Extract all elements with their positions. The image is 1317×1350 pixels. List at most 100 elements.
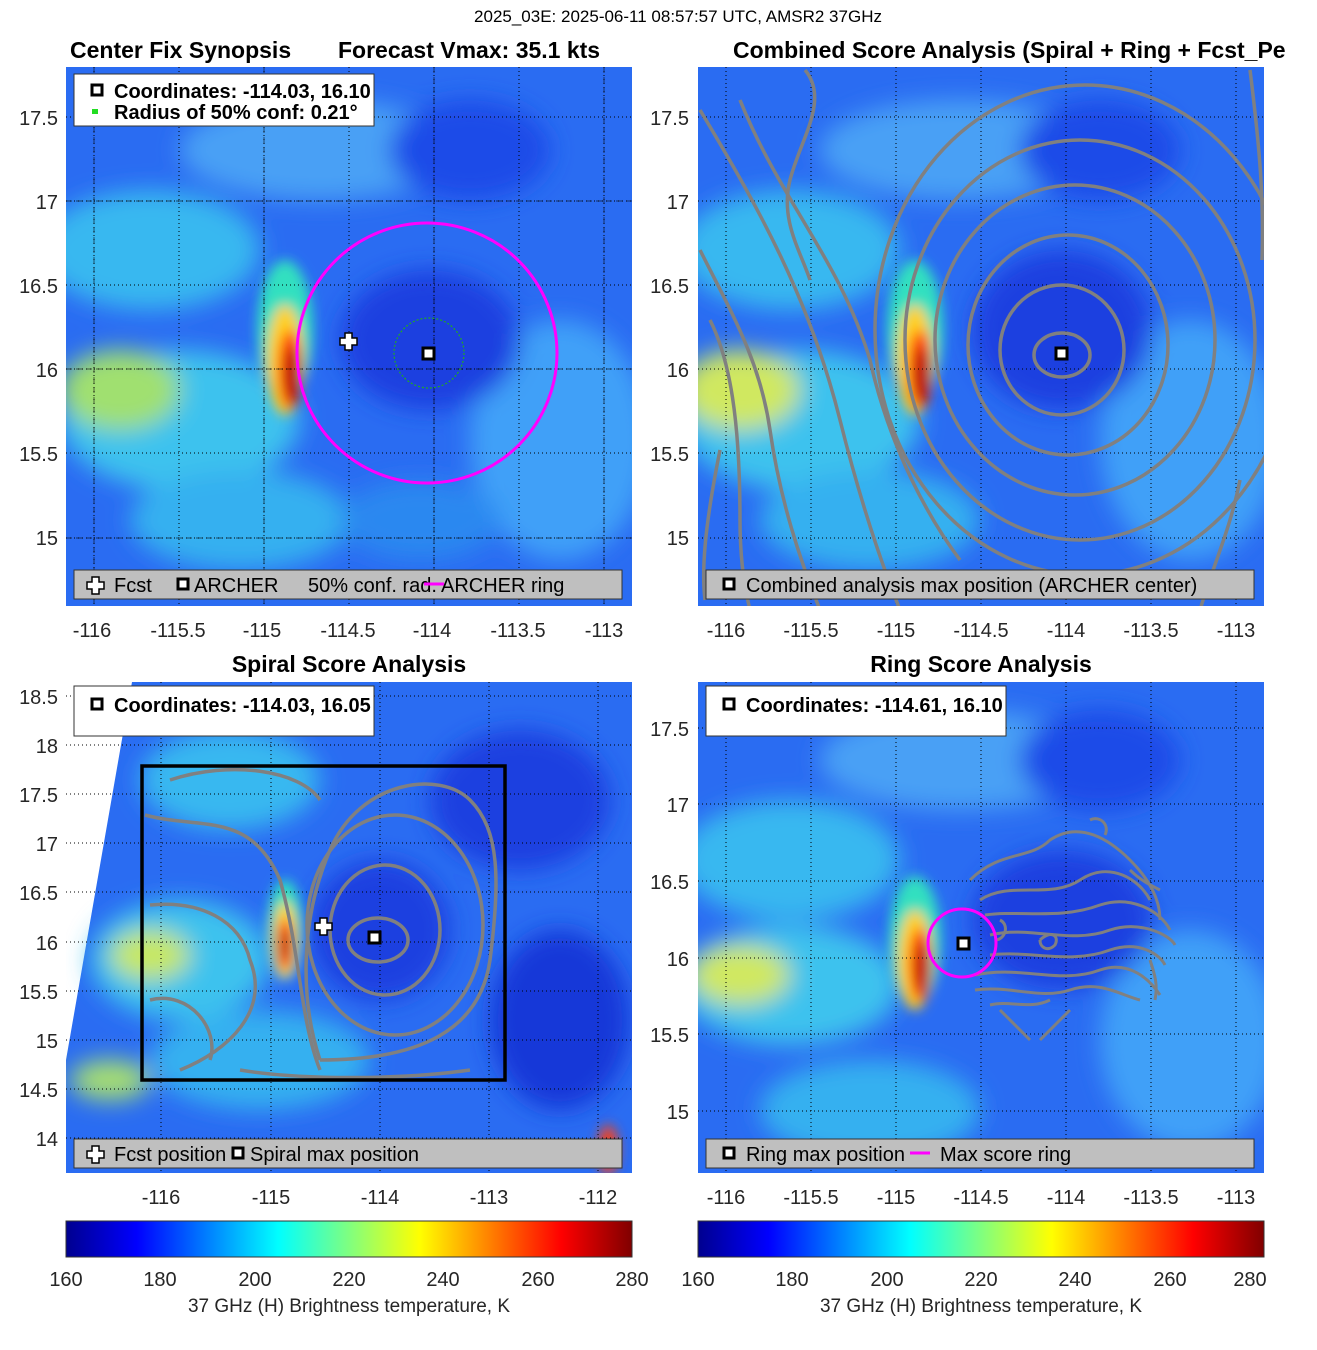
panel-spiral: Spiral Score Analysis (19, 651, 632, 1209)
synopsis-xtick: -113 (585, 620, 624, 642)
synopsis-heatmap: Coordinates: -114.03, 16.10 Radius of 50… (66, 67, 632, 606)
synopsis-info-box (73, 73, 375, 127)
synopsis-xtick: -114.5 (320, 620, 375, 642)
legend-spiral-max: Spiral max position (250, 1144, 419, 1166)
colorbar-tick: 240 (426, 1269, 459, 1291)
archer-ring (295, 221, 559, 485)
colorbar-tick: 220 (332, 1269, 365, 1291)
spiral-legend (73, 1138, 623, 1169)
spiral-ytick: 15 (36, 1031, 58, 1053)
colorbar-tick: 200 (238, 1269, 271, 1291)
colorbar-tick: 280 (615, 1269, 648, 1291)
spiral-xtick: -113 (470, 1187, 509, 1209)
colorbar-left: 160 180 200 220 240 260 280 37 GHz (H) B… (49, 1220, 649, 1317)
legend-archer: ARCHER (194, 575, 278, 597)
spiral-ytick: 14.5 (19, 1080, 58, 1102)
spiral-xtick: -112 (579, 1187, 618, 1209)
spiral-contours (144, 767, 498, 1080)
combined-xtick: -116 (707, 620, 746, 642)
spiral-ytick: 17 (36, 834, 58, 856)
ring-title: Ring Score Analysis (870, 651, 1092, 677)
ring-ytick: 17 (667, 795, 689, 817)
spiral-title: Spiral Score Analysis (232, 651, 466, 677)
spiral-max-marker (367, 930, 382, 945)
spiral-xtick: -116 (142, 1187, 181, 1209)
synopsis-title: Center Fix Synopsis (70, 37, 291, 63)
forecast-position-marker (339, 332, 358, 351)
synopsis-xtick: -115.5 (150, 620, 205, 642)
ring-ytick: 16.5 (650, 872, 689, 894)
ring-xtick: -113 (1217, 1187, 1256, 1209)
colorbar-tick: 260 (521, 1269, 554, 1291)
combined-ytick: 17 (667, 192, 689, 214)
ring-legend (705, 1138, 1255, 1169)
ring-info-box (705, 685, 1007, 737)
figure-suptitle: 2025_03E: 2025-06-11 08:57:57 UTC, AMSR2… (474, 7, 882, 26)
combined-ytick: 15 (667, 528, 689, 550)
synopsis-xtick: -113.5 (490, 620, 545, 642)
colorbar-tick: 160 (681, 1269, 714, 1291)
synopsis-radius: Radius of 50% conf: 0.21° (114, 102, 358, 124)
spiral-ytick: 17.5 (19, 785, 58, 807)
combined-xtick: -115.5 (783, 620, 838, 642)
synopsis-vmax-title: Forecast Vmax: 35.1 kts (338, 37, 600, 63)
combined-title: Combined Score Analysis (Spiral + Ring +… (733, 37, 1286, 63)
colorbar-tick: 160 (49, 1269, 82, 1291)
colorbar-tick: 280 (1233, 1269, 1266, 1291)
spiral-ytick: 15.5 (19, 982, 58, 1004)
legend-fcst-position: Fcst position (114, 1144, 226, 1166)
combined-heatmap: Combined analysis max position (ARCHER c… (698, 67, 1264, 606)
ring-xtick: -116 (707, 1187, 746, 1209)
spiral-info-box (73, 685, 375, 737)
legend-archer-ring: ARCHER ring (441, 575, 564, 597)
colorbar-tick: 180 (143, 1269, 176, 1291)
ring-heatmap: Coordinates: -114.61, 16.10 Ring max pos… (698, 682, 1264, 1173)
colorbar-label: 37 GHz (H) Brightness temperature, K (820, 1296, 1142, 1317)
synopsis-legend (73, 569, 623, 600)
ring-max-score-ring (926, 907, 998, 979)
combined-xtick: -113 (1217, 620, 1256, 642)
confidence-circle (393, 317, 465, 389)
synopsis-coordinates: Coordinates: -114.03, 16.10 (114, 81, 371, 103)
spiral-coordinates: Coordinates: -114.03, 16.05 (114, 695, 371, 717)
archer-center-marker (421, 346, 436, 361)
colorbar-tick: 220 (964, 1269, 997, 1291)
spiral-ytick: 18 (36, 736, 58, 758)
combined-max-marker (1054, 346, 1069, 361)
colorbar-label: 37 GHz (H) Brightness temperature, K (188, 1296, 510, 1317)
synopsis-ytick: 15.5 (19, 444, 58, 466)
spiral-xtick: -114 (361, 1187, 400, 1209)
combined-contours (698, 68, 1264, 606)
legend-conf-radius: 50% conf. rad. (308, 575, 437, 597)
spiral-xtick: -115 (252, 1187, 291, 1209)
panel-synopsis: Center Fix Synopsis Forecast Vmax: 35.1 … (19, 37, 632, 642)
spiral-fcst-marker (314, 917, 333, 936)
colorbar-tick: 240 (1058, 1269, 1091, 1291)
combined-ytick: 16.5 (650, 276, 689, 298)
combined-xtick: -115 (877, 620, 916, 642)
spiral-ytick: 16.5 (19, 883, 58, 905)
ring-xtick: -113.5 (1123, 1187, 1178, 1209)
colorbar-right: 160 180 200 220 240 260 280 37 GHz (H) B… (681, 1220, 1267, 1317)
combined-xtick: -113.5 (1123, 620, 1178, 642)
synopsis-ytick: 16 (36, 360, 58, 382)
ring-xtick: -114.5 (953, 1187, 1008, 1209)
combined-xtick: -114.5 (953, 620, 1008, 642)
spiral-ytick: 16 (36, 933, 58, 955)
ring-ytick: 15.5 (650, 1025, 689, 1047)
synopsis-ytick: 17.5 (19, 108, 58, 130)
ring-ytick: 17.5 (650, 719, 689, 741)
legend-ring-max: Ring max position (746, 1144, 905, 1166)
ring-contours (968, 817, 1177, 1042)
legend-fcst: Fcst (114, 575, 152, 597)
spiral-ytick: 14 (36, 1129, 58, 1151)
synopsis-ytick: 15 (36, 528, 58, 550)
spiral-search-box (140, 764, 507, 1082)
ring-ytick: 16 (667, 949, 689, 971)
combined-legend (705, 569, 1255, 600)
legend-combined-max: Combined analysis max position (ARCHER c… (746, 575, 1197, 597)
synopsis-ytick: 16.5 (19, 276, 58, 298)
colorbar-tick: 180 (775, 1269, 808, 1291)
combined-ytick: 16 (667, 360, 689, 382)
ring-max-marker (956, 936, 971, 951)
